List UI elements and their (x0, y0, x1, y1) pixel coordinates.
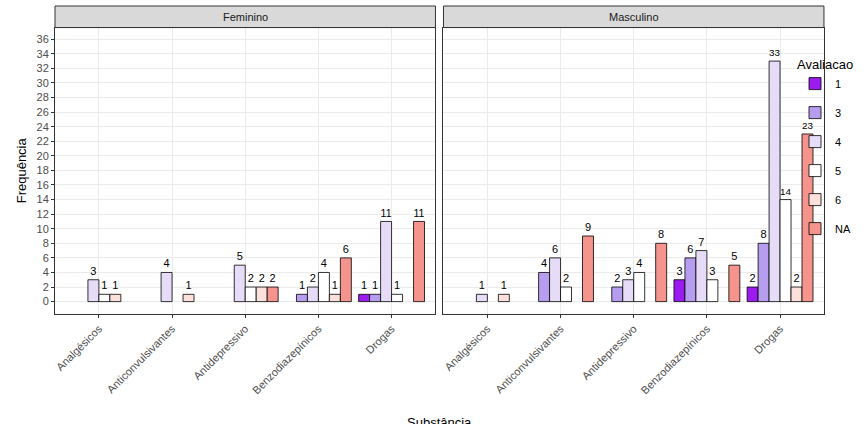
svg-text:NA: NA (835, 223, 851, 235)
svg-text:16: 16 (37, 179, 49, 191)
svg-text:20: 20 (37, 150, 49, 162)
svg-text:Antidepressivo: Antidepressivo (580, 323, 640, 383)
svg-text:14: 14 (780, 186, 791, 197)
svg-text:33: 33 (769, 47, 780, 58)
svg-text:7: 7 (698, 236, 704, 248)
svg-text:8: 8 (43, 237, 49, 249)
svg-text:12: 12 (37, 208, 49, 220)
svg-text:18: 18 (37, 164, 49, 176)
svg-text:Masculino: Masculino (609, 11, 659, 23)
svg-text:36: 36 (37, 33, 49, 45)
svg-text:10: 10 (37, 223, 49, 235)
svg-text:26: 26 (37, 106, 49, 118)
svg-text:2: 2 (793, 272, 799, 284)
svg-text:8: 8 (761, 228, 767, 240)
svg-text:1: 1 (501, 279, 507, 291)
svg-text:2: 2 (563, 272, 569, 284)
svg-text:6: 6 (687, 243, 693, 255)
svg-text:6: 6 (835, 194, 841, 206)
svg-text:Avaliacao: Avaliacao (797, 57, 853, 72)
svg-text:32: 32 (37, 62, 49, 74)
svg-text:1: 1 (332, 279, 338, 291)
svg-text:1: 1 (101, 279, 107, 291)
svg-text:Drogas: Drogas (363, 322, 397, 356)
svg-text:Feminino: Feminino (223, 11, 268, 23)
svg-text:5: 5 (731, 250, 737, 262)
svg-text:4: 4 (164, 257, 170, 269)
svg-text:5: 5 (835, 165, 841, 177)
svg-text:Anticonvulsivantes: Anticonvulsivantes (493, 322, 566, 395)
svg-text:2: 2 (259, 272, 265, 284)
svg-text:23: 23 (802, 120, 813, 131)
svg-text:2: 2 (310, 272, 316, 284)
svg-text:1: 1 (361, 279, 367, 291)
svg-text:30: 30 (37, 77, 49, 89)
svg-text:11: 11 (414, 207, 425, 219)
svg-text:1: 1 (372, 279, 378, 291)
svg-text:Analgésicos: Analgésicos (442, 322, 493, 373)
svg-text:Antidepressivo: Antidepressivo (191, 323, 251, 383)
svg-text:6: 6 (552, 243, 558, 255)
svg-text:24: 24 (37, 121, 49, 133)
svg-text:11: 11 (381, 207, 392, 219)
svg-text:4: 4 (321, 257, 327, 269)
svg-text:1: 1 (394, 279, 400, 291)
svg-text:4: 4 (835, 136, 841, 148)
svg-text:1: 1 (185, 279, 191, 291)
svg-text:1: 1 (112, 279, 118, 291)
svg-text:2: 2 (750, 272, 756, 284)
svg-text:1: 1 (479, 279, 485, 291)
svg-text:Benzodiazepínicos: Benzodiazepínicos (250, 322, 324, 396)
svg-text:Frequência: Frequência (14, 137, 29, 203)
svg-text:34: 34 (37, 48, 49, 60)
svg-text:1: 1 (835, 78, 841, 90)
svg-text:8: 8 (658, 228, 664, 240)
svg-text:2: 2 (248, 272, 254, 284)
svg-text:28: 28 (37, 91, 49, 103)
svg-text:Analgésicos: Analgésicos (54, 322, 105, 373)
svg-text:4: 4 (541, 257, 547, 269)
svg-text:6: 6 (343, 243, 349, 255)
svg-text:22: 22 (37, 135, 49, 147)
svg-text:4: 4 (636, 257, 642, 269)
svg-text:Anticonvulsivantes: Anticonvulsivantes (104, 322, 177, 395)
svg-text:6: 6 (43, 252, 49, 264)
svg-text:3: 3 (835, 107, 841, 119)
svg-text:1: 1 (299, 279, 305, 291)
svg-text:0: 0 (43, 295, 49, 307)
svg-text:9: 9 (585, 221, 591, 233)
svg-text:Drogas: Drogas (752, 322, 786, 356)
svg-text:4: 4 (43, 266, 49, 278)
svg-text:5: 5 (237, 250, 243, 262)
svg-text:2: 2 (614, 272, 620, 284)
svg-text:2: 2 (43, 281, 49, 293)
svg-text:3: 3 (625, 265, 631, 277)
svg-text:3: 3 (709, 265, 715, 277)
svg-text:3: 3 (90, 265, 96, 277)
svg-text:Substância: Substância (407, 415, 472, 424)
svg-text:2: 2 (270, 272, 276, 284)
svg-text:3: 3 (676, 265, 682, 277)
svg-text:Benzodiazepínicos: Benzodiazepínicos (638, 322, 712, 396)
svg-text:14: 14 (37, 193, 49, 205)
